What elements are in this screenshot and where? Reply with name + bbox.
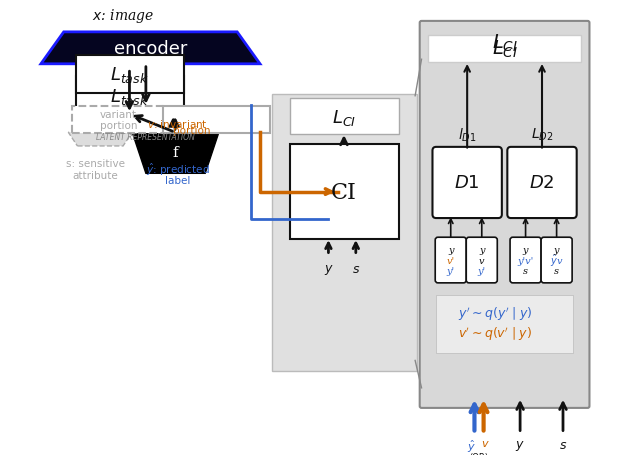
Text: $\hat{y}$: predicted: $\hat{y}$: predicted	[146, 161, 210, 177]
FancyBboxPatch shape	[163, 106, 270, 134]
Text: $L_{CI}$: $L_{CI}$	[492, 33, 518, 54]
Text: $\hat{y}$: $\hat{y}$	[467, 438, 476, 455]
Text: s: s	[523, 266, 528, 275]
FancyBboxPatch shape	[428, 35, 581, 63]
FancyBboxPatch shape	[290, 145, 399, 239]
Text: $x$: image: $x$: image	[92, 7, 154, 25]
Polygon shape	[132, 133, 219, 174]
Text: $l_{D1}$: $l_{D1}$	[458, 126, 477, 143]
Polygon shape	[41, 33, 260, 65]
Text: CI: CI	[331, 181, 357, 203]
Text: label: label	[165, 175, 190, 185]
Text: $L_{task}$: $L_{task}$	[110, 86, 149, 106]
Text: s: sensitive
attribute: s: sensitive attribute	[66, 159, 125, 180]
Text: $y' \sim q(y' \mid y)$: $y' \sim q(y' \mid y)$	[459, 304, 532, 322]
Text: f: f	[172, 146, 178, 160]
Text: y'v': y'v'	[517, 256, 534, 265]
Text: $L_{D2}$: $L_{D2}$	[531, 126, 553, 143]
FancyBboxPatch shape	[76, 76, 184, 116]
FancyBboxPatch shape	[420, 22, 590, 408]
FancyBboxPatch shape	[272, 95, 417, 372]
Text: $v$: $v$	[481, 438, 490, 448]
Text: $L_{CI}$: $L_{CI}$	[492, 39, 518, 60]
Text: y: y	[448, 246, 454, 255]
Polygon shape	[68, 133, 132, 147]
Text: $L_{CI}$: $L_{CI}$	[332, 107, 356, 127]
Text: y: y	[523, 246, 529, 255]
Text: v': v'	[447, 256, 455, 265]
Text: $D2$: $D2$	[529, 174, 555, 192]
FancyBboxPatch shape	[290, 99, 399, 135]
Text: $\hat{y}$v: $\hat{y}$v	[550, 253, 563, 268]
FancyBboxPatch shape	[436, 295, 573, 354]
FancyBboxPatch shape	[432, 147, 502, 218]
FancyBboxPatch shape	[435, 238, 466, 283]
FancyBboxPatch shape	[510, 238, 541, 283]
Text: $s$: $s$	[559, 438, 567, 451]
Text: s: s	[554, 266, 559, 275]
Text: $L_{task}$: $L_{task}$	[110, 65, 149, 85]
Text: $y$: $y$	[323, 262, 333, 276]
Text: y': y'	[447, 266, 455, 275]
Text: $v' \sim q(v' \mid y)$: $v' \sim q(v' \mid y)$	[459, 324, 532, 342]
Text: y: y	[554, 246, 559, 255]
FancyBboxPatch shape	[541, 238, 572, 283]
Text: y: y	[479, 246, 484, 255]
Text: encoder: encoder	[114, 40, 187, 58]
FancyBboxPatch shape	[76, 56, 184, 94]
Text: $v$: invariant: $v$: invariant	[147, 118, 208, 130]
FancyBboxPatch shape	[466, 238, 497, 283]
Text: y': y'	[478, 266, 486, 275]
Text: (OR): (OR)	[469, 452, 489, 455]
Text: variant
portion: variant portion	[100, 110, 137, 131]
Text: v: v	[479, 256, 484, 265]
FancyBboxPatch shape	[72, 106, 165, 134]
Text: $D1$: $D1$	[454, 174, 480, 192]
Text: $y$: $y$	[515, 438, 525, 452]
Text: portion: portion	[173, 126, 210, 136]
Text: LATENT REPRESENTATION: LATENT REPRESENTATION	[97, 133, 195, 142]
FancyBboxPatch shape	[507, 147, 577, 218]
Text: $s$: $s$	[352, 262, 360, 275]
